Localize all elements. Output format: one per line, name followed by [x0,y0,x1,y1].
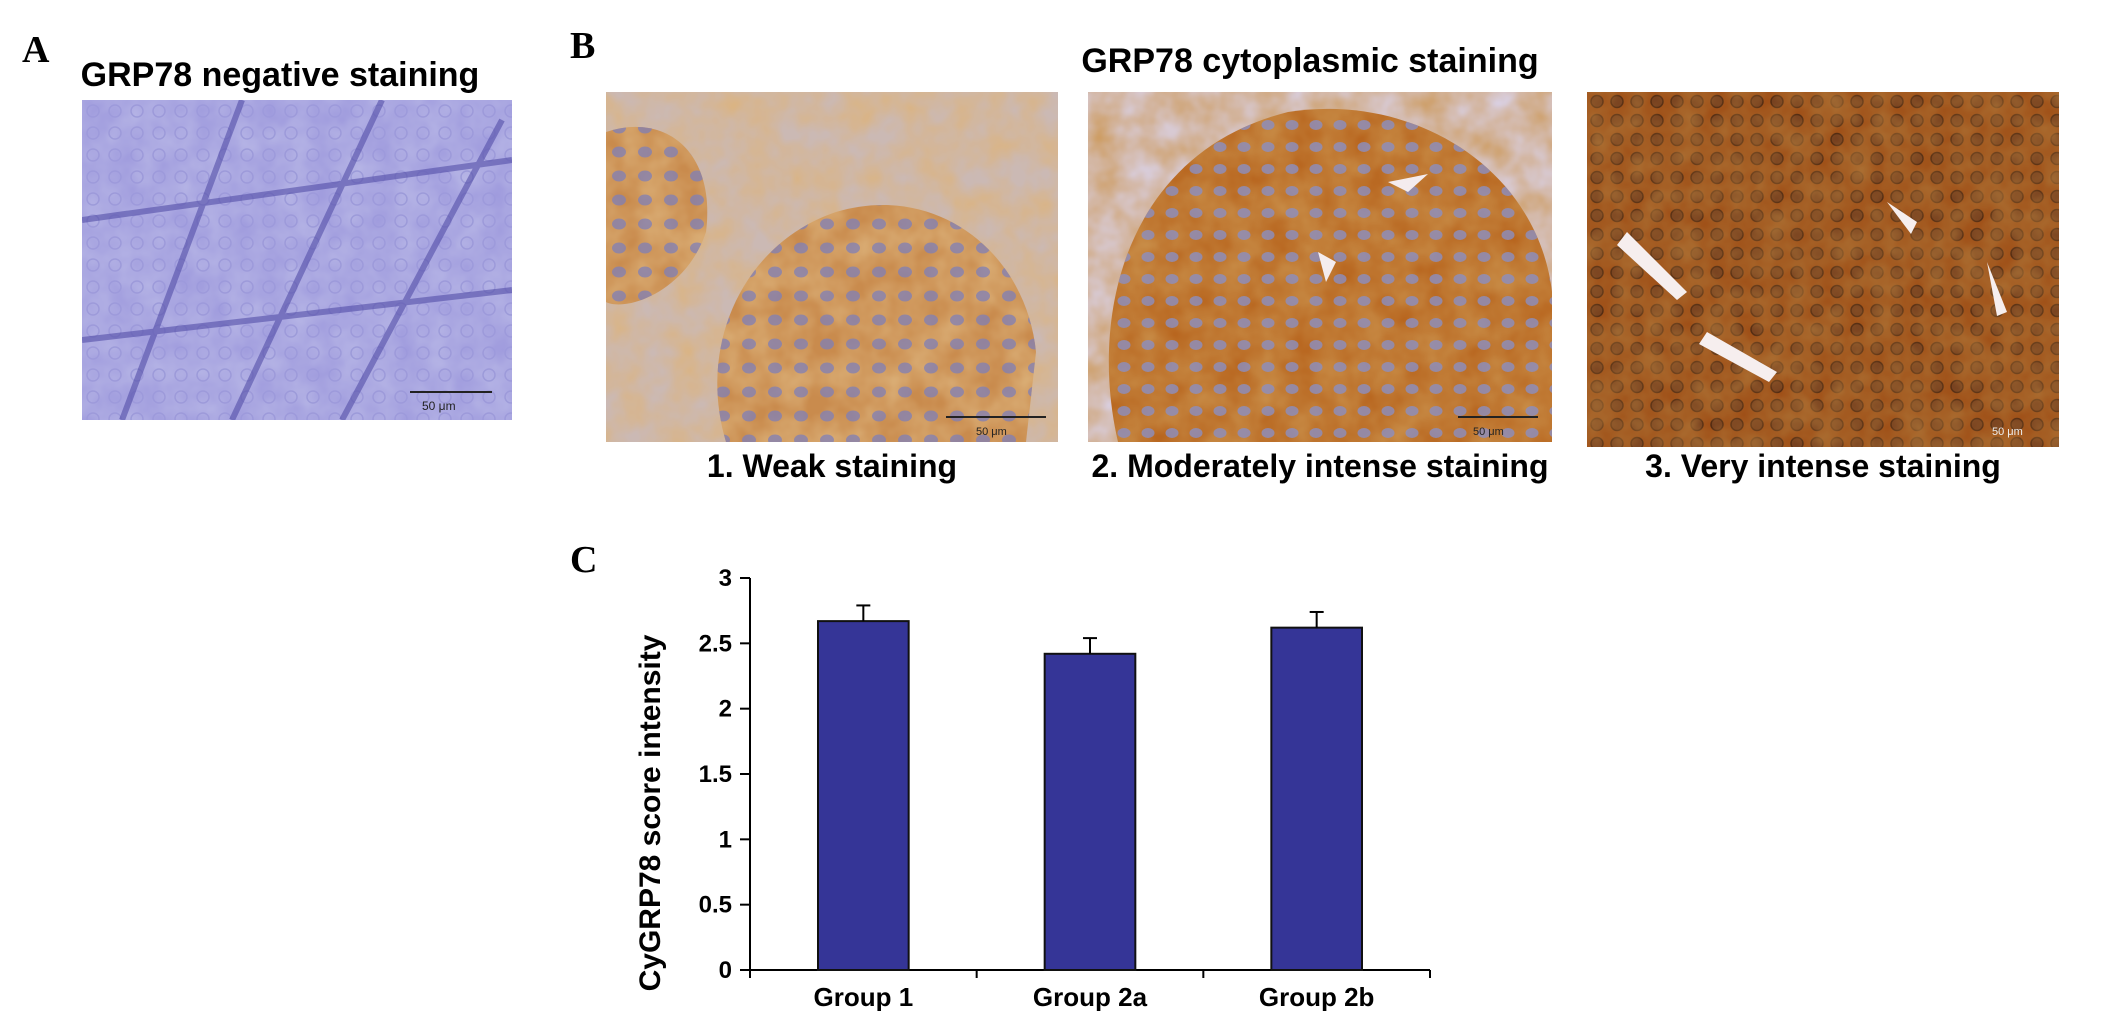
bar [1270,626,1363,972]
caption-weak-staining: 1. Weak staining [706,448,958,484]
caption-moderate-staining: 2. Moderately intense staining [1091,448,1549,484]
scale-bar-label-b1: 50 μm [976,426,1007,438]
y-tick-label: 0 [719,957,732,984]
y-tick-label: 1 [719,826,732,853]
intense-staining-micrograph: 50 μm [1587,92,2059,447]
scale-bar-label-a: 50 μm [422,399,456,413]
score-intensity-bar-chart: CyGRP78 score intensity 0 0.5 1 1.5 2 2.5 3 Gro… [580,540,1480,1012]
panel-letter-b: B [570,25,596,67]
panel-letter-c: C [570,539,598,581]
y-tick-label: 2 [719,696,732,723]
x-tick-label: Group 1 [813,982,913,1011]
caption-intense-staining: 3. Very intense staining [1645,448,2001,484]
y-tick-label: 3 [719,565,732,592]
scale-bar-label-b3: 50 μm [1992,426,2023,438]
panel-letter-a: A [22,29,50,71]
x-tick-label: Group 2b [1259,982,1375,1011]
scale-bar-label-b2: 50 μm [1473,426,1504,438]
panel-a-title: GRP78 negative staining [80,56,480,94]
y-tick-label: 2.5 [699,630,732,657]
negative-staining-micrograph: 50 μm [82,100,512,420]
y-tick-label: 1.5 [699,761,732,788]
weak-staining-micrograph: 50 μm [606,92,1058,442]
panel-b-title: GRP78 cytoplasmic staining [1081,42,1539,80]
bar [817,620,910,972]
y-axis-label: CyGRP78 score intensity [634,634,667,991]
y-tick-label: 0.5 [699,892,732,919]
moderate-staining-micrograph: 50 μm [1088,92,1552,442]
bar [1043,652,1137,972]
x-tick-label: Group 2a [1033,982,1148,1011]
